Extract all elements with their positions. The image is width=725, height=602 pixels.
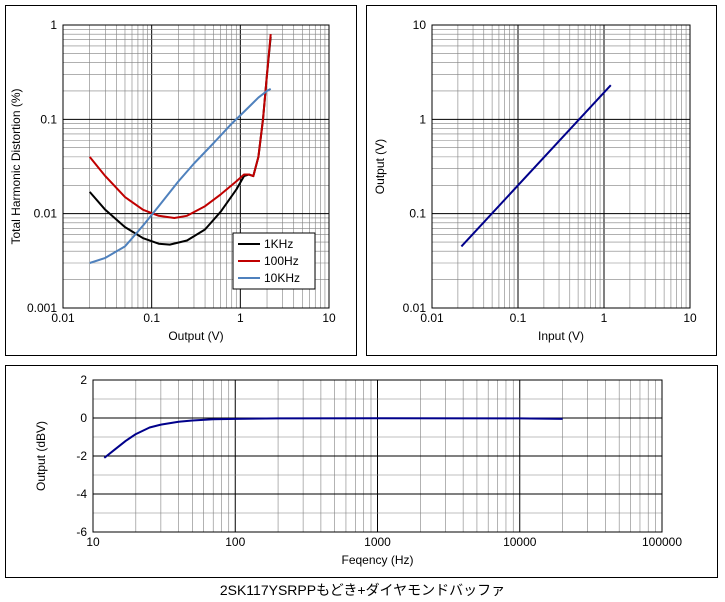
y-tick-label: 2 [80,373,87,387]
chart-frame [5,5,357,356]
x-tick-label: 100000 [642,535,682,549]
series-line-1 [103,417,563,459]
x-axis-label: Feqency (Hz) [341,553,413,567]
x-tick-label: 100 [225,535,245,549]
legend: 1KHz 100Hz 10KHz [232,232,316,290]
grid [92,379,662,533]
legend-label: 1KHz [264,237,293,251]
chart-frame [366,5,717,356]
x-axis-label: Output (V) [168,329,223,343]
x-tick-label: 0.01 [51,311,75,325]
y-tick-label: -6 [76,525,87,539]
legend-label: 100Hz [264,254,299,268]
grid [431,25,690,309]
y-axis-label: Total Harmonic Distortion (%) [9,88,23,244]
y-axis-label: Output (V) [373,139,387,194]
figure-caption: 2SK117YSRPPもどき+ダイヤモンドバッファ [219,582,506,598]
y-tick-label: 0.1 [40,112,57,126]
y-axis-label: Output (dBV) [34,421,48,491]
y-tick-label: 1 [50,18,57,32]
y-tick-label: 0.001 [27,301,57,315]
y-tick-label: -2 [76,449,87,463]
y-tick-label: 10 [413,18,427,32]
x-tick-label: 0.1 [143,311,160,325]
y-tick-label: 0.01 [34,207,58,221]
y-tick-label: 1 [419,112,426,126]
x-axis-label: Input (V) [538,329,584,343]
y-tick-label: 0.01 [403,301,427,315]
x-tick-label: 1000 [364,535,391,549]
x-tick-label: 1 [601,311,608,325]
series-line-100hz [88,34,272,219]
chart-3: 10 100 1000 10000 100000 2 0 -2 -4 -6 Feqency (Hz)… [5,365,718,578]
chart-2: 0.01 0.1 1 10 0.01 0.1 1 10 Input (V) Output (V) [366,5,717,356]
x-tick-label: 10000 [503,535,537,549]
series-line-1 [460,84,612,248]
legend-label: 10KHz [264,271,300,285]
chart-frame [5,365,718,578]
plot-area-border [92,379,663,533]
plot-area-border [62,24,330,309]
x-tick-label: 0.01 [420,311,444,325]
x-tick-label: 10 [683,311,697,325]
x-tick-label: 1 [237,311,244,325]
x-tick-label: 10 [86,535,100,549]
x-tick-label: 0.1 [510,311,527,325]
x-tick-label: 10 [322,311,336,325]
y-tick-label: 0 [80,411,87,425]
y-tick-label: -4 [76,487,87,501]
series-line-10khz [89,88,272,264]
plot-area-border [431,24,691,309]
y-tick-label: 0.1 [409,207,426,221]
